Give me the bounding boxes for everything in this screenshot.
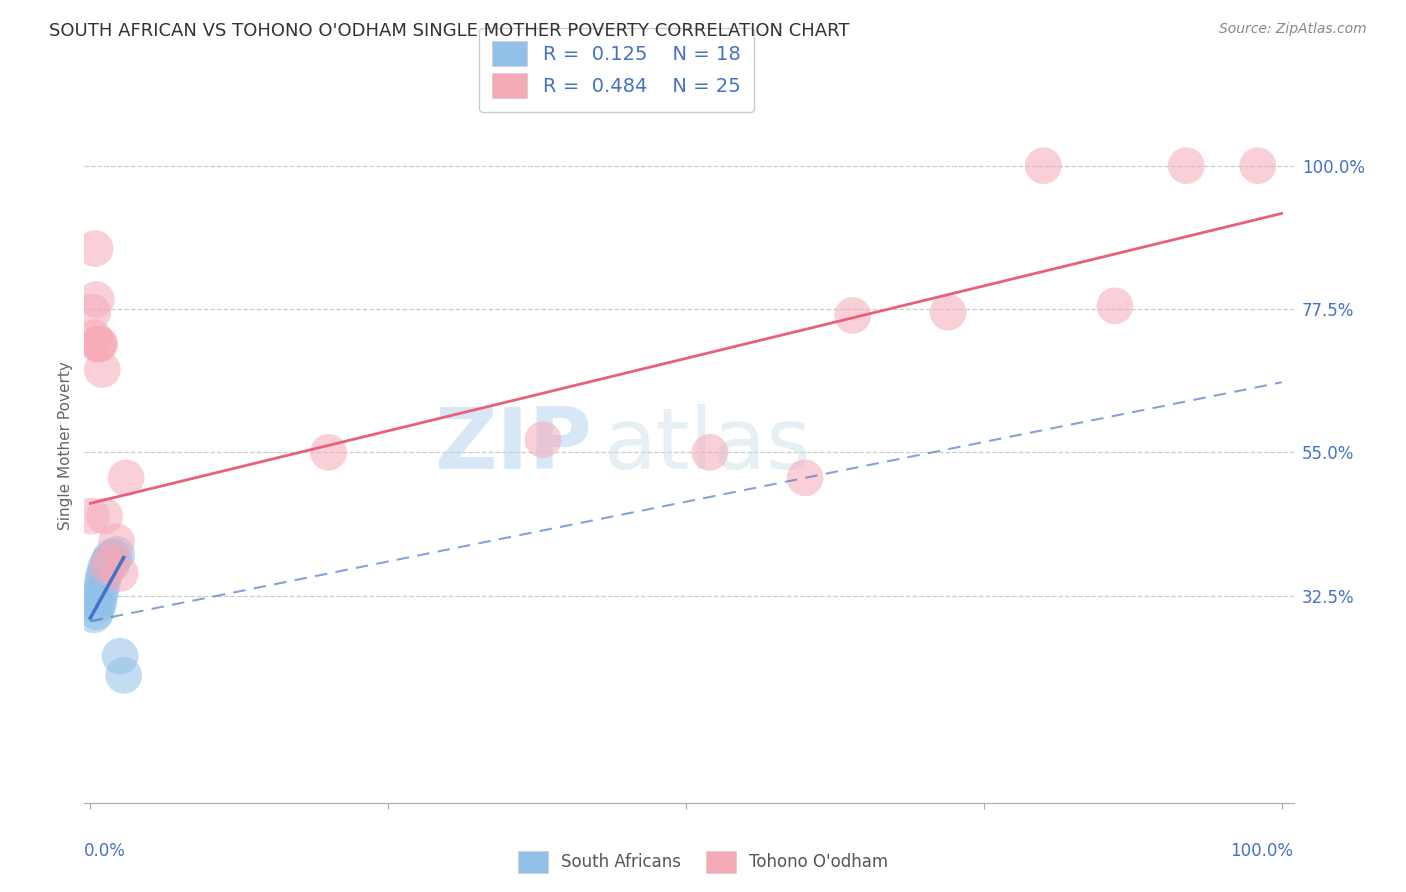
Point — [89, 337, 111, 351]
Point — [91, 362, 114, 376]
Point — [84, 605, 107, 619]
Point — [83, 331, 105, 345]
Point — [100, 557, 122, 571]
Point — [84, 293, 107, 307]
Point — [93, 566, 115, 581]
Point — [91, 576, 114, 591]
Point — [98, 554, 121, 568]
Point — [97, 560, 120, 574]
Point — [82, 305, 104, 319]
Point — [100, 554, 122, 568]
Point — [93, 509, 115, 524]
Point — [87, 595, 110, 609]
Legend: R =  0.125    N = 18, R =  0.484    N = 25: R = 0.125 N = 18, R = 0.484 N = 25 — [478, 28, 754, 112]
Point — [108, 649, 131, 664]
Text: SOUTH AFRICAN VS TOHONO O'ODHAM SINGLE MOTHER POVERTY CORRELATION CHART: SOUTH AFRICAN VS TOHONO O'ODHAM SINGLE M… — [49, 22, 849, 40]
Point — [108, 566, 131, 581]
Point — [1247, 159, 1270, 173]
Point — [93, 569, 115, 583]
Point — [89, 589, 111, 603]
Point — [531, 433, 554, 447]
Point — [87, 337, 110, 351]
Point — [105, 547, 128, 561]
Text: 0.0%: 0.0% — [84, 842, 127, 860]
Text: ZIP: ZIP — [434, 404, 592, 488]
Point — [100, 550, 122, 565]
Point — [318, 445, 340, 459]
Point — [90, 582, 112, 597]
Point — [794, 471, 817, 485]
Point — [105, 534, 128, 549]
Point — [1104, 299, 1126, 313]
Point — [115, 471, 138, 485]
Point — [80, 509, 103, 524]
Text: atlas: atlas — [605, 404, 813, 488]
Legend: South Africans, Tohono O'odham: South Africans, Tohono O'odham — [510, 845, 896, 880]
Point — [1032, 159, 1054, 173]
Point — [1175, 159, 1198, 173]
Point — [86, 337, 108, 351]
Point — [112, 668, 135, 682]
Point — [84, 242, 107, 256]
Point — [97, 557, 120, 571]
Point — [103, 550, 125, 565]
Point — [936, 305, 959, 319]
Point — [842, 309, 865, 323]
Text: Source: ZipAtlas.com: Source: ZipAtlas.com — [1219, 22, 1367, 37]
Point — [699, 445, 721, 459]
Point — [83, 607, 105, 622]
Text: 100.0%: 100.0% — [1230, 842, 1294, 860]
Point — [86, 599, 108, 613]
Y-axis label: Single Mother Poverty: Single Mother Poverty — [58, 361, 73, 531]
Point — [94, 560, 117, 574]
